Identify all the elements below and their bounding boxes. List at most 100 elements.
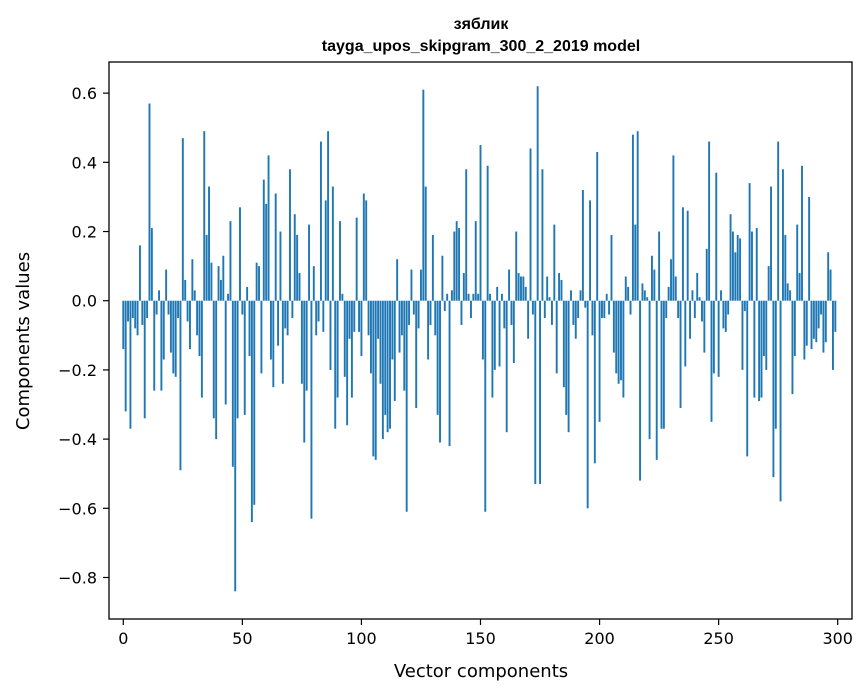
bar-79 bbox=[310, 300, 313, 519]
bar-230 bbox=[670, 259, 672, 301]
bar-172 bbox=[531, 300, 534, 315]
bar-123 bbox=[415, 300, 418, 408]
bar-162 bbox=[508, 269, 511, 301]
bar-52 bbox=[246, 286, 249, 301]
bar-283 bbox=[796, 224, 799, 301]
bar-10 bbox=[146, 300, 149, 319]
x-tick-label: 50 bbox=[232, 629, 252, 648]
bar-237 bbox=[686, 210, 689, 301]
bar-24 bbox=[179, 300, 182, 471]
bar-106 bbox=[374, 300, 377, 460]
bar-202 bbox=[603, 300, 606, 319]
y-tick-label: 0.0 bbox=[72, 292, 97, 311]
bar-246 bbox=[708, 141, 711, 301]
bar-275 bbox=[777, 141, 780, 301]
bar-11 bbox=[148, 103, 151, 301]
bar-239 bbox=[691, 290, 694, 301]
bar-196 bbox=[589, 200, 591, 301]
bar-111 bbox=[386, 300, 389, 433]
bar-12 bbox=[150, 228, 153, 301]
bar-108 bbox=[379, 300, 382, 384]
bar-131 bbox=[434, 300, 437, 336]
bar-107 bbox=[377, 300, 380, 339]
bar-164 bbox=[512, 300, 515, 363]
bar-282 bbox=[793, 300, 796, 357]
bar-179 bbox=[548, 297, 551, 301]
bar-54 bbox=[250, 300, 253, 523]
bar-28 bbox=[189, 300, 191, 350]
y-tick-label: −0.4 bbox=[58, 430, 97, 449]
bar-114 bbox=[393, 300, 396, 402]
bar-44 bbox=[227, 293, 230, 301]
bar-264 bbox=[751, 231, 753, 301]
bar-4 bbox=[131, 300, 134, 319]
bar-170 bbox=[527, 300, 530, 339]
bar-144 bbox=[465, 169, 468, 301]
bar-297 bbox=[829, 269, 832, 301]
bar-1 bbox=[124, 300, 127, 412]
bar-91 bbox=[339, 221, 341, 301]
bar-168 bbox=[522, 276, 525, 301]
y-axis-label: Components values bbox=[13, 252, 34, 430]
bar-226 bbox=[660, 300, 663, 429]
bar-185 bbox=[562, 300, 565, 388]
bar-251 bbox=[720, 290, 722, 301]
bar-192 bbox=[579, 290, 582, 301]
bar-59 bbox=[262, 179, 265, 301]
bar-258 bbox=[736, 234, 739, 301]
bars-group bbox=[122, 86, 837, 592]
bar-145 bbox=[467, 293, 470, 301]
bar-292 bbox=[817, 300, 820, 329]
bar-113 bbox=[391, 300, 394, 360]
bar-133 bbox=[439, 300, 441, 443]
bar-39 bbox=[215, 300, 218, 440]
bar-249 bbox=[715, 172, 718, 301]
bar-213 bbox=[629, 300, 632, 315]
bar-134 bbox=[441, 255, 444, 301]
bar-272 bbox=[770, 186, 772, 301]
bar-69 bbox=[286, 300, 289, 336]
bar-102 bbox=[365, 200, 368, 301]
bar-210 bbox=[622, 300, 625, 398]
bar-136 bbox=[446, 293, 449, 301]
bar-105 bbox=[372, 300, 375, 457]
bar-116 bbox=[398, 300, 401, 353]
bar-61 bbox=[267, 155, 270, 301]
bar-103 bbox=[367, 300, 370, 336]
bar-234 bbox=[679, 300, 682, 408]
bar-288 bbox=[808, 196, 811, 301]
bar-36 bbox=[208, 186, 210, 301]
bar-240 bbox=[693, 300, 696, 319]
bar-98 bbox=[355, 217, 358, 301]
bar-63 bbox=[272, 300, 275, 388]
bar-43 bbox=[224, 300, 227, 405]
bar-125 bbox=[420, 269, 422, 301]
bar-148 bbox=[474, 221, 477, 301]
bar-228 bbox=[665, 300, 668, 319]
bar-85 bbox=[324, 200, 327, 301]
bar-101 bbox=[362, 193, 365, 301]
bar-204 bbox=[608, 300, 611, 315]
bar-141 bbox=[458, 228, 461, 301]
bar-140 bbox=[455, 221, 458, 301]
bar-104 bbox=[370, 300, 372, 374]
bar-238 bbox=[689, 300, 692, 339]
bar-48 bbox=[236, 300, 239, 419]
bar-56 bbox=[255, 262, 258, 301]
bar-208 bbox=[617, 300, 620, 384]
bar-171 bbox=[529, 148, 532, 301]
bar-276 bbox=[779, 300, 782, 502]
bar-199 bbox=[596, 151, 599, 301]
bar-142 bbox=[460, 300, 463, 325]
bar-203 bbox=[605, 293, 608, 301]
bar-34 bbox=[203, 131, 206, 301]
bar-156 bbox=[493, 300, 496, 370]
bar-219 bbox=[643, 290, 646, 301]
bar-153 bbox=[486, 165, 489, 301]
bar-157 bbox=[496, 286, 499, 301]
bar-42 bbox=[222, 255, 225, 301]
bar-184 bbox=[560, 279, 563, 301]
bar-66 bbox=[279, 231, 282, 301]
bar-298 bbox=[832, 300, 834, 370]
bar-97 bbox=[353, 300, 356, 332]
